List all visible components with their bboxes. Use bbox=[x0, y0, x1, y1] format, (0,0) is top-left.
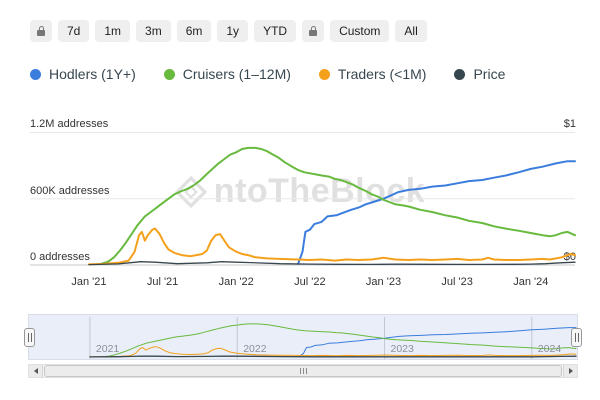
legend-item-cruisers[interactable]: Cruisers (1–12M) bbox=[163, 66, 291, 82]
legend-dot-cruisers bbox=[163, 68, 175, 80]
legend-label-hodlers: Hodlers (1Y+) bbox=[49, 66, 136, 82]
grip-line bbox=[30, 333, 32, 342]
grip-line bbox=[302, 368, 304, 374]
grip-line bbox=[577, 333, 579, 342]
x-axis-label: Jan '23 bbox=[365, 276, 402, 288]
legend-item-hodlers[interactable]: Hodlers (1Y+) bbox=[30, 66, 136, 82]
navigator-year-label: 2021 bbox=[95, 343, 120, 355]
legend-label-price: Price bbox=[473, 66, 506, 82]
navigator-year-label: 2024 bbox=[537, 343, 562, 355]
legend-dot-hodlers bbox=[30, 68, 41, 80]
x-axis-label: Jul '21 bbox=[146, 276, 179, 288]
locked-custom-chip[interactable] bbox=[302, 20, 325, 42]
lock-icon bbox=[309, 25, 318, 36]
range-button-1m[interactable]: 1m bbox=[95, 20, 131, 42]
legend-item-traders[interactable]: Traders (<1M) bbox=[318, 66, 427, 82]
legend: Hodlers (1Y+) Cruisers (1–12M) Traders (… bbox=[30, 66, 505, 82]
right-triangle-icon bbox=[568, 368, 573, 374]
range-button-3m[interactable]: 3m bbox=[136, 20, 171, 42]
x-axis-label: Jan '21 bbox=[71, 276, 107, 288]
range-button-ytd[interactable]: YTD bbox=[254, 20, 297, 42]
lock-icon bbox=[37, 25, 45, 36]
navigator-mini-chart[interactable] bbox=[31, 317, 577, 359]
legend-dot-price bbox=[454, 68, 466, 80]
legend-item-price[interactable]: Price bbox=[454, 66, 505, 82]
range-button-all[interactable]: All bbox=[395, 20, 427, 42]
navigator-year-label: 2022 bbox=[243, 343, 267, 355]
grip-line bbox=[305, 368, 307, 374]
range-button-custom[interactable]: Custom bbox=[330, 20, 390, 42]
navigator-year-label: 2023 bbox=[390, 343, 414, 355]
y-axis-label-0: 0 addresses bbox=[30, 251, 90, 263]
navigator-left-handle[interactable] bbox=[24, 328, 35, 347]
left-triangle-icon bbox=[33, 368, 38, 374]
legend-label-traders: Traders (<1M) bbox=[337, 66, 427, 82]
navigator-right-handle[interactable] bbox=[571, 328, 582, 347]
range-button-7d[interactable]: 7d bbox=[58, 20, 90, 42]
scrollbar-left-arrow[interactable] bbox=[29, 365, 43, 377]
scrollbar-thumb[interactable] bbox=[44, 365, 562, 377]
x-axis-label: Jan '24 bbox=[513, 276, 549, 288]
x-axis-label: Jan '22 bbox=[218, 276, 254, 288]
range-navigator[interactable]: 2021 2022 2023 2024 bbox=[24, 314, 582, 360]
range-toolbar: 7d 1m 3m 6m 1y YTD Custom All bbox=[30, 20, 427, 42]
grip-line bbox=[299, 368, 301, 374]
legend-dot-traders bbox=[318, 68, 330, 80]
range-button-6m[interactable]: 6m bbox=[176, 20, 212, 42]
x-axis-label: Jul '23 bbox=[441, 276, 473, 288]
y-axis-label-1-2m: 1.2M addresses bbox=[30, 118, 109, 131]
scrollbar-right-arrow[interactable] bbox=[563, 365, 577, 377]
range-button-1y[interactable]: 1y bbox=[217, 20, 249, 42]
y-axis-label-600k: 600K addresses bbox=[30, 184, 110, 197]
grip-line bbox=[574, 333, 576, 342]
main-chart-svg[interactable] bbox=[30, 117, 576, 266]
chart-scrollbar[interactable] bbox=[28, 364, 578, 378]
x-axis-label: Jul '22 bbox=[294, 276, 326, 288]
legend-label-cruisers: Cruisers (1–12M) bbox=[182, 66, 291, 82]
grip-line bbox=[27, 333, 29, 342]
locked-ranges-chip[interactable] bbox=[30, 20, 52, 42]
right-axis-label-top: $1 bbox=[563, 118, 576, 131]
